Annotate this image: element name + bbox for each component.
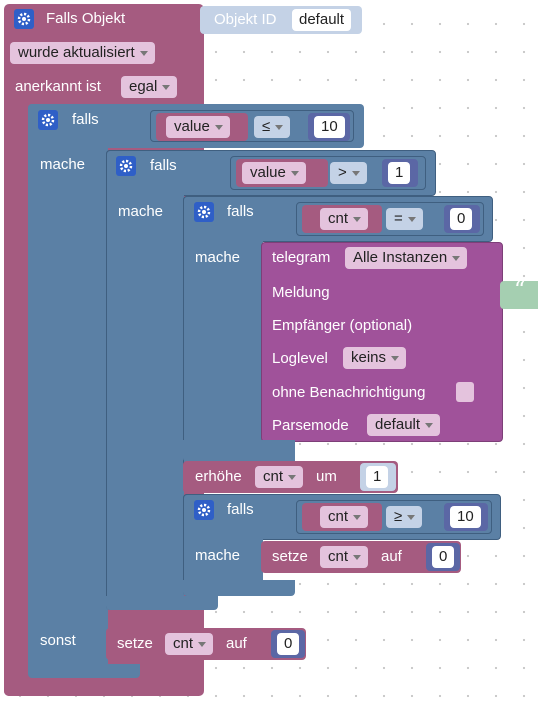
op-dropdown[interactable]: >: [330, 162, 367, 184]
message-label: Meldung: [272, 284, 330, 301]
quote-icon: “: [514, 278, 526, 303]
number-field[interactable]: 0: [277, 633, 300, 655]
set-label: setze: [272, 548, 308, 565]
number-field[interactable]: 1: [388, 162, 411, 184]
number-field[interactable]: 1: [366, 466, 389, 488]
var-dropdown[interactable]: cnt: [320, 208, 369, 230]
event-dropdown[interactable]: wurde aktualisiert: [10, 42, 155, 64]
if1-label: falls: [72, 111, 99, 128]
var-dropdown[interactable]: cnt: [320, 506, 369, 528]
telegram-label: telegram: [272, 249, 331, 266]
op-dropdown[interactable]: ≤: [254, 116, 291, 138]
trigger-title: Falls Objekt: [46, 10, 126, 27]
if-block-1-bottom: [28, 664, 140, 678]
if3-label: falls: [227, 203, 254, 220]
gear-icon[interactable]: [14, 9, 34, 29]
if-block-2-arm: [106, 150, 184, 610]
var-dropdown[interactable]: cnt: [165, 633, 214, 655]
number-field[interactable]: 0: [450, 208, 473, 230]
set-label: setze: [117, 635, 153, 652]
var-dropdown[interactable]: value: [242, 162, 306, 184]
set-to-label: auf: [381, 548, 402, 565]
var-dropdown[interactable]: cnt: [320, 546, 369, 568]
increment-label: erhöhe: [195, 468, 242, 485]
var-dropdown[interactable]: cnt: [255, 466, 304, 488]
op-dropdown[interactable]: =: [386, 208, 423, 230]
if-block-4-bottom: [183, 580, 295, 596]
if-block-3-bottom: [183, 440, 295, 462]
op-dropdown[interactable]: ≥: [386, 506, 423, 528]
number-field[interactable]: 10: [314, 116, 345, 138]
loglevel-dropdown[interactable]: keins: [343, 347, 407, 369]
if4-do-label: mache: [195, 547, 241, 564]
number-field[interactable]: 0: [432, 546, 455, 568]
parsemode-label: Parsemode: [272, 417, 349, 434]
if-block-2-bottom: [106, 596, 218, 610]
object-id-value[interactable]: default: [292, 9, 352, 31]
gear-icon[interactable]: [194, 500, 214, 520]
if-block-1-arm: [28, 104, 108, 676]
else-label: sonst: [40, 632, 76, 649]
if3-do-label: mache: [195, 249, 241, 266]
loglevel-label: Loglevel: [272, 350, 328, 367]
silent-checkbox[interactable]: [456, 382, 474, 402]
text-block[interactable]: [500, 281, 538, 309]
gear-icon[interactable]: [194, 202, 214, 222]
var-dropdown[interactable]: value: [166, 116, 230, 138]
silent-label: ohne Benachrichtigung: [272, 384, 426, 401]
number-field[interactable]: 10: [450, 506, 481, 528]
increment-by-label: um: [316, 468, 337, 485]
ack-dropdown[interactable]: egal: [121, 76, 178, 98]
gear-icon[interactable]: [38, 110, 58, 130]
gear-icon[interactable]: [116, 156, 136, 176]
object-id-label: Objekt ID: [214, 11, 277, 28]
parsemode-dropdown[interactable]: default: [367, 414, 441, 436]
set-to-label: auf: [226, 635, 247, 652]
if1-do-label: mache: [40, 156, 86, 173]
instance-dropdown[interactable]: Alle Instanzen: [345, 247, 468, 269]
recipient-label: Empfänger (optional): [272, 317, 413, 334]
ack-label: anerkannt ist: [15, 78, 101, 95]
if4-label: falls: [227, 501, 254, 518]
telegram-block[interactable]: [261, 242, 503, 442]
if2-do-label: mache: [118, 203, 164, 220]
trigger-bottom: [4, 682, 202, 696]
if2-label: falls: [150, 157, 177, 174]
